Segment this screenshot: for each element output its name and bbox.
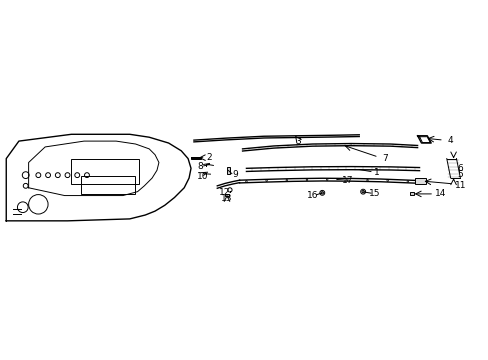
Bar xyxy=(409,192,413,195)
Text: 3: 3 xyxy=(294,137,300,146)
Text: 11: 11 xyxy=(454,181,465,190)
Text: 7: 7 xyxy=(382,154,387,163)
Bar xyxy=(191,157,201,159)
Bar xyxy=(71,159,139,184)
Text: 13: 13 xyxy=(221,194,232,203)
Text: 15: 15 xyxy=(368,189,380,198)
Text: 4: 4 xyxy=(447,136,452,145)
Bar xyxy=(81,176,134,194)
Text: 2: 2 xyxy=(206,153,211,162)
Text: 9: 9 xyxy=(231,170,237,179)
Bar xyxy=(226,167,230,174)
Text: 6: 6 xyxy=(457,164,462,173)
Text: 1: 1 xyxy=(373,168,379,177)
Text: 5: 5 xyxy=(457,170,462,179)
Text: 10: 10 xyxy=(197,172,208,181)
Text: 14: 14 xyxy=(434,189,446,198)
Text: 16: 16 xyxy=(306,191,318,200)
Bar xyxy=(414,178,426,184)
Text: 8: 8 xyxy=(198,162,203,171)
Bar xyxy=(224,194,228,196)
Text: 17: 17 xyxy=(341,176,353,185)
Text: 12: 12 xyxy=(219,188,230,197)
